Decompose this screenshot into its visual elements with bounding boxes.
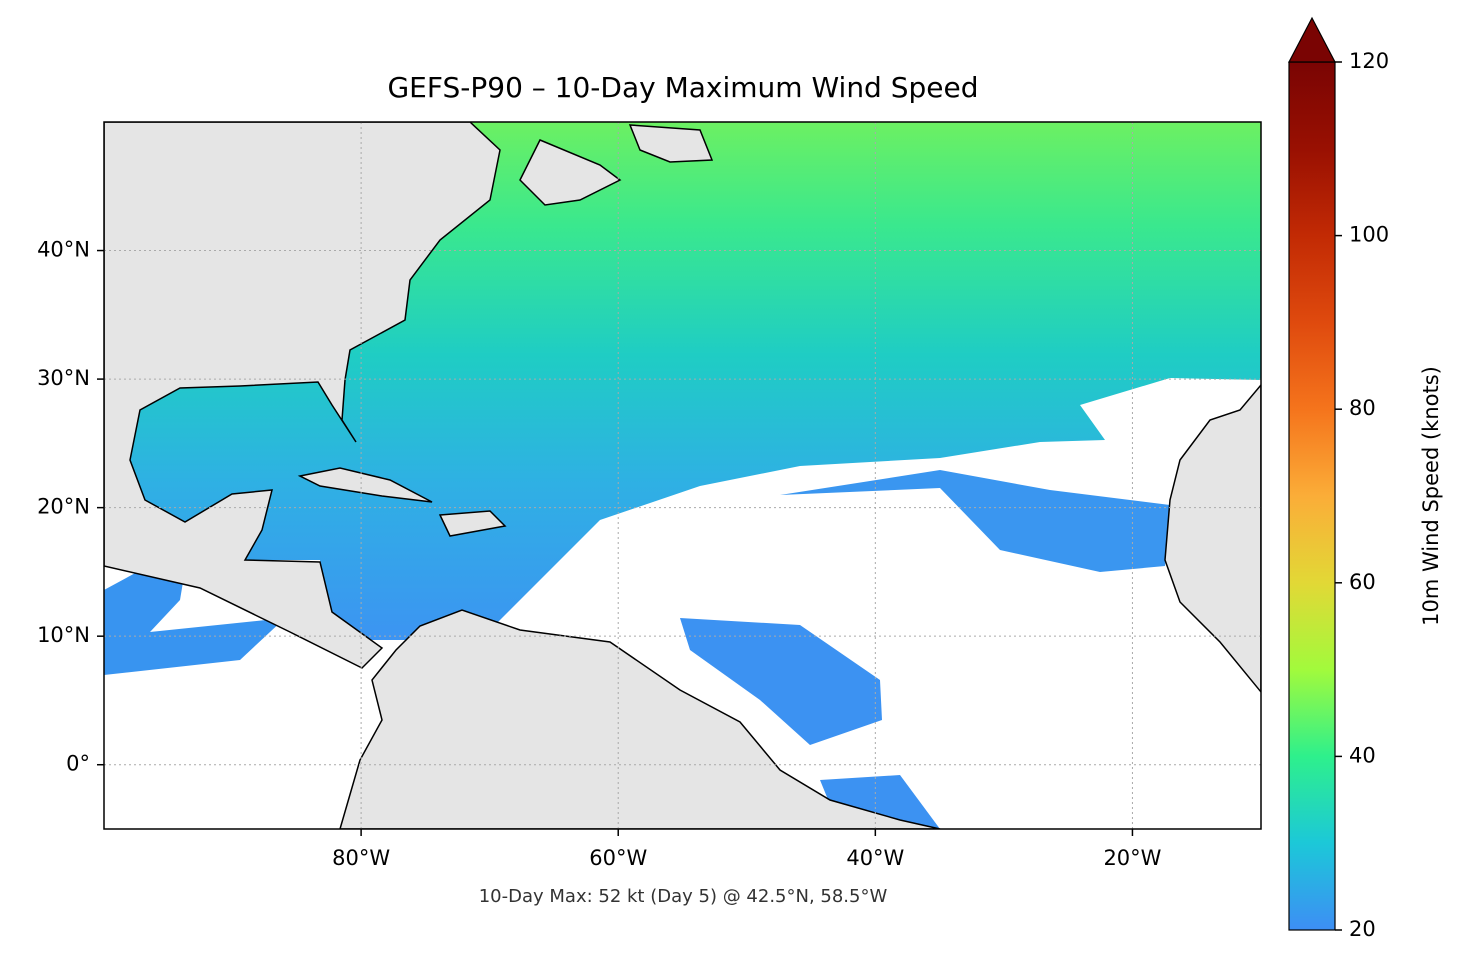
colorbar-tick-label: 20 bbox=[1349, 917, 1376, 941]
annotation: 10-Day Max: 52 kt (Day 5) @ 42.5°N, 58.5… bbox=[479, 886, 888, 907]
map bbox=[104, 122, 1261, 829]
colorbar: 20 40 60 80 100 120 bbox=[1288, 16, 1389, 941]
land bbox=[104, 122, 501, 669]
wind-field bbox=[780, 470, 1170, 572]
wind-field bbox=[680, 618, 882, 745]
colorbar-tick-label: 100 bbox=[1349, 223, 1389, 247]
colorbar-tick-label: 120 bbox=[1349, 49, 1389, 73]
land bbox=[628, 124, 714, 163]
x-tick-label: 40°W bbox=[846, 846, 904, 870]
colorbar-tick-label: 40 bbox=[1349, 743, 1376, 767]
land bbox=[438, 510, 507, 537]
wind-field bbox=[104, 565, 285, 675]
y-tick-label: 30°N bbox=[37, 366, 90, 390]
y-tick-label: 40°N bbox=[37, 238, 90, 262]
y-tick-label: 0° bbox=[66, 752, 90, 776]
y-tick-label: 20°N bbox=[37, 495, 90, 519]
x-tick-label: 80°W bbox=[332, 846, 390, 870]
axes: 80°W 60°W 40°W 20°W 0° 10°N 20°N 30°N 40°N bbox=[37, 238, 1162, 870]
y-tick-label: 10°N bbox=[37, 623, 90, 647]
x-tick-label: 20°W bbox=[1103, 846, 1161, 870]
chart-title: GEFS-P90 – 10-Day Maximum Wind Speed bbox=[387, 71, 978, 104]
colorbar-tick-label: 80 bbox=[1349, 396, 1376, 420]
land bbox=[297, 467, 433, 503]
colorbar-scale bbox=[1288, 61, 1336, 931]
colorbar-label: 10m Wind Speed (knots) bbox=[1419, 366, 1443, 626]
land bbox=[519, 139, 622, 206]
x-tick-label: 60°W bbox=[589, 846, 647, 870]
colorbar-extend bbox=[1288, 16, 1336, 63]
plot-frame bbox=[103, 121, 1262, 830]
colorbar-tick-label: 60 bbox=[1349, 570, 1376, 594]
land bbox=[1164, 383, 1261, 694]
